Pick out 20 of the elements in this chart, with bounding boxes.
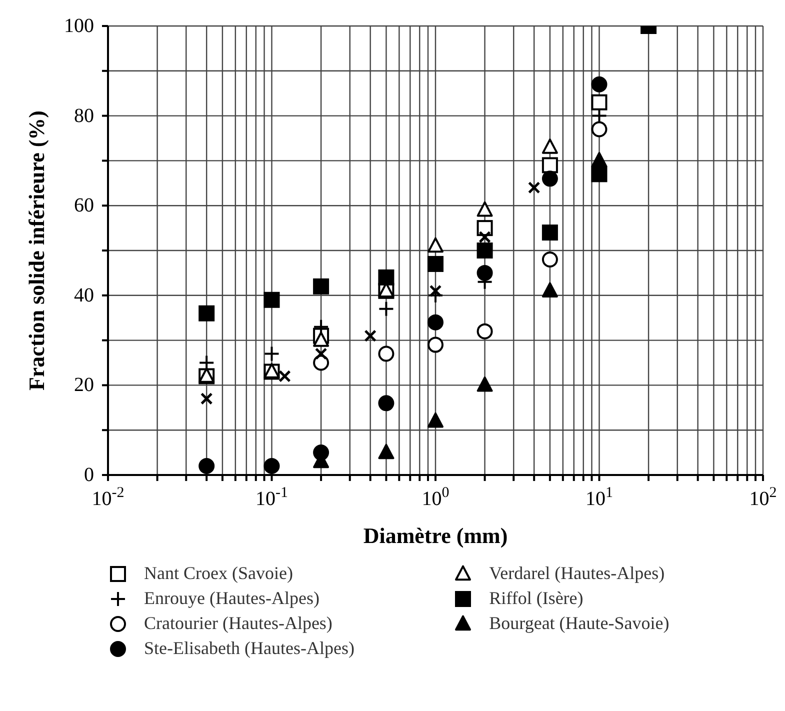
y-tick-label: 40	[74, 284, 94, 306]
legend-label: Cratourier (Hautes-Alpes)	[144, 613, 332, 634]
legend-label: Ste-Elisabeth (Hautes-Alpes)	[144, 638, 354, 659]
legend-label: Nant Croex (Savoie)	[144, 563, 293, 584]
legend-label: Enrouye (Hautes-Alpes)	[144, 588, 320, 609]
x-tick-label: 10$^{-2}$	[92, 485, 124, 510]
legend-label: Bourgeat (Haute-Savoie)	[489, 613, 670, 634]
y-tick-label: 80	[74, 104, 94, 127]
x-axis-title: Diamètre (mm)	[363, 523, 508, 548]
legend-label: Riffol (Isère)	[489, 588, 584, 609]
x-tick-label: 10$^{2}$	[749, 485, 777, 510]
x-tick-label: 10$^{-1}$	[256, 485, 288, 510]
legend-label: Verdarel (Hautes-Alpes)	[489, 563, 665, 584]
x-tick-label: 10$^{1}$	[586, 485, 613, 510]
y-tick-label: 0	[84, 464, 94, 486]
x-tick-label: 10$^{0}$	[422, 485, 450, 510]
y-tick-label: 20	[74, 374, 94, 396]
y-tick-label: 100	[64, 15, 94, 37]
y-tick-label: 60	[74, 194, 94, 217]
y-axis-title: Fraction solide inférieure (%)	[24, 110, 49, 391]
